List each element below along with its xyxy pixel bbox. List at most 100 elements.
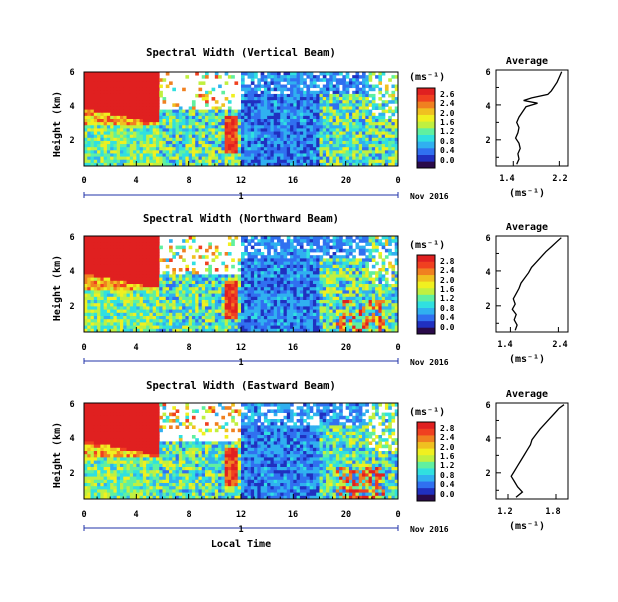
heatmap-cell — [336, 122, 340, 126]
heatmap-cell — [355, 150, 359, 154]
heatmap-cell — [166, 138, 170, 142]
heatmap-cell — [110, 252, 114, 256]
heatmap-cell — [277, 103, 281, 107]
heatmap-cell — [163, 150, 167, 154]
heatmap-cell — [362, 300, 366, 304]
heatmap-cell — [146, 85, 150, 89]
heatmap-cell — [365, 242, 369, 246]
heatmap-cell — [117, 75, 121, 79]
heatmap-cell — [133, 252, 137, 256]
heatmap-cell — [149, 160, 153, 164]
heatmap-cell — [94, 268, 98, 272]
heatmap-cell — [185, 313, 189, 317]
heatmap-cell — [254, 265, 258, 269]
heatmap-cell — [218, 128, 222, 132]
heatmap-cell — [369, 125, 373, 129]
heatmap-cell — [218, 300, 222, 304]
heatmap-cell — [238, 113, 242, 117]
heatmap-cell — [136, 132, 140, 136]
heatmap-cell — [264, 122, 268, 126]
heatmap-cell — [100, 287, 104, 291]
heatmap-cell — [156, 239, 160, 243]
heatmap-cell — [97, 122, 101, 126]
heatmap-cell — [280, 246, 284, 250]
heatmap-cell — [310, 135, 314, 139]
heatmap-cell — [261, 236, 265, 240]
heatmap-cell — [202, 290, 206, 294]
heatmap-cell — [218, 160, 222, 164]
heatmap-cell — [113, 306, 117, 310]
heatmap-cell — [248, 103, 252, 107]
heatmap-cell — [87, 78, 91, 82]
heatmap-cell — [166, 119, 170, 123]
heatmap-cell — [87, 297, 91, 301]
heatmap-cell — [166, 141, 170, 145]
heatmap-cell — [182, 274, 186, 278]
heatmap-cell — [87, 122, 91, 126]
heatmap-cell — [234, 281, 238, 285]
heatmap-cell — [352, 313, 356, 317]
heatmap-cell — [117, 268, 121, 272]
heatmap-cell — [189, 290, 193, 294]
heatmap-cell — [355, 135, 359, 139]
heatmap-cell — [264, 271, 268, 275]
heatmap-cell — [234, 294, 238, 298]
heatmap-cell — [261, 100, 265, 104]
heatmap-cell — [94, 322, 98, 326]
heatmap-cell — [293, 160, 297, 164]
heatmap-cell — [87, 239, 91, 243]
heatmap-cell — [261, 91, 265, 95]
heatmap-cell — [372, 281, 376, 285]
heatmap-cell — [346, 255, 350, 259]
heatmap-cell — [306, 306, 310, 310]
heatmap-cell — [297, 85, 301, 89]
heatmap-cell — [310, 278, 314, 282]
heatmap-cell — [323, 242, 327, 246]
heatmap-cell — [113, 141, 117, 145]
heatmap-cell — [365, 316, 369, 320]
heatmap-cell — [110, 258, 114, 262]
heatmap-cell — [320, 322, 324, 326]
heatmap-cell — [352, 319, 356, 323]
heatmap-cell — [267, 85, 271, 89]
heatmap-cell — [346, 239, 350, 243]
heatmap-cell — [382, 157, 386, 161]
heatmap-cell — [176, 113, 180, 117]
heatmap-cell — [244, 100, 248, 104]
heatmap-cell — [218, 278, 222, 282]
heatmap-cell — [365, 150, 369, 154]
heatmap-cell — [234, 310, 238, 314]
heatmap-cell — [313, 100, 317, 104]
heatmap-cell — [163, 125, 167, 129]
heatmap-cell — [110, 135, 114, 139]
heatmap-cell — [234, 119, 238, 123]
heatmap-cell — [149, 274, 153, 278]
heatmap-cell — [248, 284, 252, 288]
heatmap-cell — [313, 306, 317, 310]
heatmap-cell — [140, 113, 144, 117]
heatmap-cell — [163, 135, 167, 139]
heatmap-cell — [94, 306, 98, 310]
heatmap-cell — [133, 100, 137, 104]
heatmap-cell — [127, 300, 131, 304]
heatmap-cell — [277, 300, 281, 304]
heatmap-cell — [375, 278, 379, 282]
heatmap-cell — [94, 81, 98, 85]
heatmap-cell — [388, 119, 392, 123]
heatmap-cell — [274, 113, 278, 117]
heatmap-cell — [185, 281, 189, 285]
heatmap-cell — [205, 150, 209, 154]
heatmap-cell — [365, 287, 369, 291]
heatmap-cell — [107, 106, 111, 110]
heatmap-cell — [378, 116, 382, 120]
heatmap-cell — [221, 319, 225, 323]
heatmap-cell — [159, 294, 163, 298]
heatmap-cell — [146, 110, 150, 114]
heatmap-cell — [110, 160, 114, 164]
heatmap-cell — [123, 135, 127, 139]
heatmap-cell — [231, 319, 235, 323]
heatmap-cell — [293, 236, 297, 240]
heatmap-cell — [391, 236, 395, 240]
heatmap-cell — [303, 85, 307, 89]
heatmap-cell — [284, 100, 288, 104]
